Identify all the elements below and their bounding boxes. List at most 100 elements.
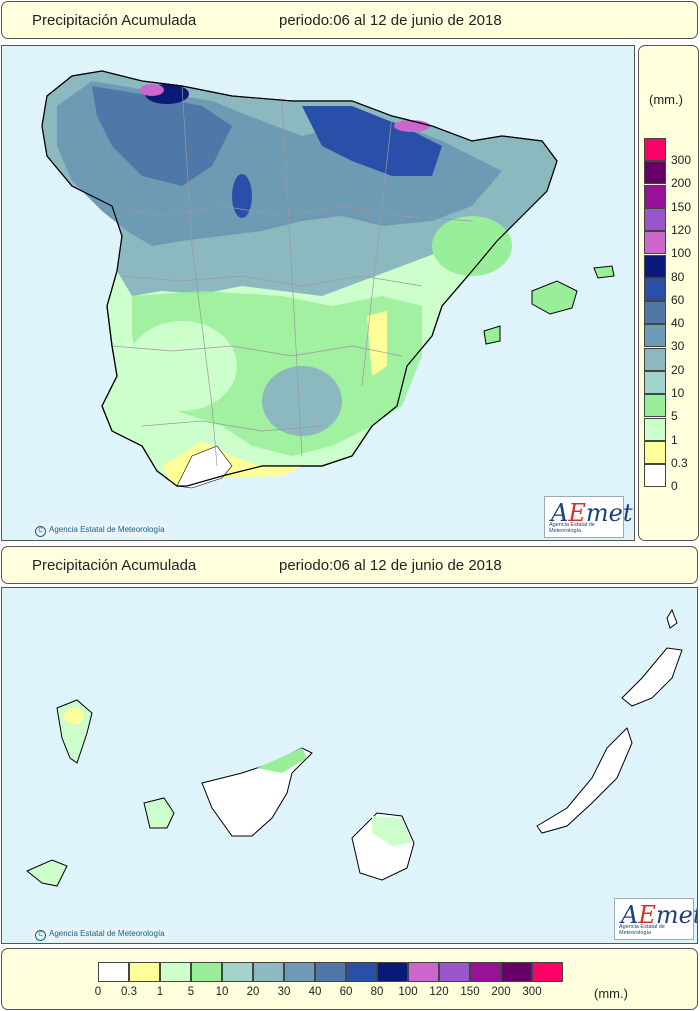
cantabric-wettest xyxy=(92,86,232,186)
peninsula-map: C Agencia Estatal de Meteorología AEmet A… xyxy=(1,45,635,541)
legend-swatch xyxy=(377,962,408,982)
legend-label: 80 xyxy=(370,986,384,998)
canary-map: C Agencia Estatal de Meteorología AEmet A… xyxy=(1,587,698,944)
legend-label: 5 xyxy=(671,409,678,424)
legend-swatch xyxy=(129,962,160,982)
legend-label: 40 xyxy=(671,316,685,331)
legend-label: 0.3 xyxy=(121,986,137,998)
legend-label: 100 xyxy=(398,986,418,998)
el-hierro xyxy=(26,859,68,887)
legend-swatch xyxy=(408,962,439,982)
legend-swatch xyxy=(644,464,666,488)
legend-label: 80 xyxy=(671,269,685,284)
legend-swatch xyxy=(644,207,666,231)
legend-swatch xyxy=(644,347,666,371)
legend-label: 0 xyxy=(94,986,102,998)
la-gomera xyxy=(143,797,175,829)
lanzarote xyxy=(621,647,683,707)
coastline xyxy=(41,70,558,487)
mallorca xyxy=(531,280,578,315)
legend-label: 300 xyxy=(522,986,542,998)
credit-label: C Agencia Estatal de Meteorología xyxy=(32,928,168,942)
canary-map-graphic xyxy=(26,608,683,887)
legend-label: 30 xyxy=(277,986,291,998)
legend-swatch xyxy=(644,324,666,348)
la-graciosa xyxy=(666,608,678,629)
map-title: Precipitación Acumulada xyxy=(32,12,197,29)
legend-swatch xyxy=(501,962,532,982)
legend-swatch xyxy=(644,371,666,394)
legend-label: 200 xyxy=(491,986,511,998)
legend-swatch xyxy=(191,962,222,982)
legend-unit: (mm.) xyxy=(594,986,628,1001)
legend-label: 0 xyxy=(671,479,678,494)
legend-label: 150 xyxy=(671,199,692,214)
legend-swatch xyxy=(253,962,284,982)
legend-swatch xyxy=(470,962,501,982)
legend-label: 20 xyxy=(671,362,685,377)
legend-label: 150 xyxy=(460,986,480,998)
canary-map-header: Precipitación Acumulada periodo:06 al 12… xyxy=(1,546,698,584)
peak-central xyxy=(232,174,252,218)
legend-swatch xyxy=(644,277,666,301)
central-blue-patch xyxy=(262,366,342,436)
vertical-legend: (mm.) 300 200 150 120 100 80 60 40 30 20 10 5 1 0.3 0 xyxy=(638,45,699,541)
ibiza xyxy=(483,325,501,345)
peninsula-map-graphic xyxy=(41,70,615,489)
legend-label: 1 xyxy=(156,986,164,998)
peak-west-purple xyxy=(140,84,164,96)
province-borders xyxy=(111,85,473,467)
legend-label: 120 xyxy=(671,222,692,237)
legend-label: 30 xyxy=(671,339,685,354)
peak-east xyxy=(394,120,430,132)
legend-swatch xyxy=(644,440,666,464)
map-period: periodo:06 al 12 de junio de 2018 xyxy=(279,12,502,29)
southeast-yellow xyxy=(367,311,387,376)
legend-label: 60 xyxy=(339,986,353,998)
legend-swatch xyxy=(98,962,129,982)
legend-swatch xyxy=(644,394,666,418)
legend-swatch xyxy=(439,962,470,982)
legend-label: 300 xyxy=(671,153,692,167)
southwest-light xyxy=(127,321,237,411)
east-green xyxy=(432,216,512,276)
legend-swatch xyxy=(532,962,563,982)
legend-swatch xyxy=(160,962,191,982)
legend-label: 20 xyxy=(246,986,260,998)
menorca xyxy=(593,265,615,279)
legend-label: 120 xyxy=(429,986,449,998)
legend-unit: (mm.) xyxy=(649,92,683,107)
legend-label: 40 xyxy=(308,986,322,998)
legend-label: 1 xyxy=(671,432,678,447)
legend-label: 100 xyxy=(671,246,692,261)
legend-swatch xyxy=(284,962,315,982)
fuerteventura xyxy=(536,727,633,834)
legend-label: 60 xyxy=(671,292,685,307)
map-period: periodo:06 al 12 de junio de 2018 xyxy=(279,557,502,574)
horizontal-legend: 0 0.3 1 5 10 20 30 40 60 80 100 120 150 200 300 (mm.) xyxy=(1,948,698,1010)
legend-swatch xyxy=(346,962,377,982)
legend-label: 10 xyxy=(671,386,685,400)
legend-swatch xyxy=(644,301,666,325)
legend-swatch xyxy=(644,161,666,185)
legend-label: 200 xyxy=(671,176,692,191)
legend-swatch xyxy=(315,962,346,982)
top-map-header: Precipitación Acumulada periodo:06 al 12… xyxy=(1,1,698,39)
basque-wettest xyxy=(302,106,442,176)
credit-label: C Agencia Estatal de Meteorología xyxy=(32,524,168,538)
legend-swatch xyxy=(644,184,666,208)
legend-swatch xyxy=(222,962,253,982)
aemet-logo: AEmet Agencia Estatal de Meteorología xyxy=(614,898,697,940)
legend-swatch xyxy=(644,254,666,278)
legend-label: 0.3 xyxy=(671,455,688,470)
map-title: Precipitación Acumulada xyxy=(32,557,197,574)
legend-label: 5 xyxy=(187,986,195,998)
legend-label: 10 xyxy=(215,986,229,998)
copyright-icon: C xyxy=(35,526,46,537)
aemet-logo: AEmet Agencia Estatal de Meteorología xyxy=(544,496,632,538)
credit-text: Agencia Estatal de Meteorología xyxy=(49,525,165,534)
legend-swatch xyxy=(644,138,666,161)
credit-text: Agencia Estatal de Meteorología xyxy=(49,929,165,938)
copyright-icon: C xyxy=(35,930,46,941)
legend-swatch xyxy=(644,417,666,441)
